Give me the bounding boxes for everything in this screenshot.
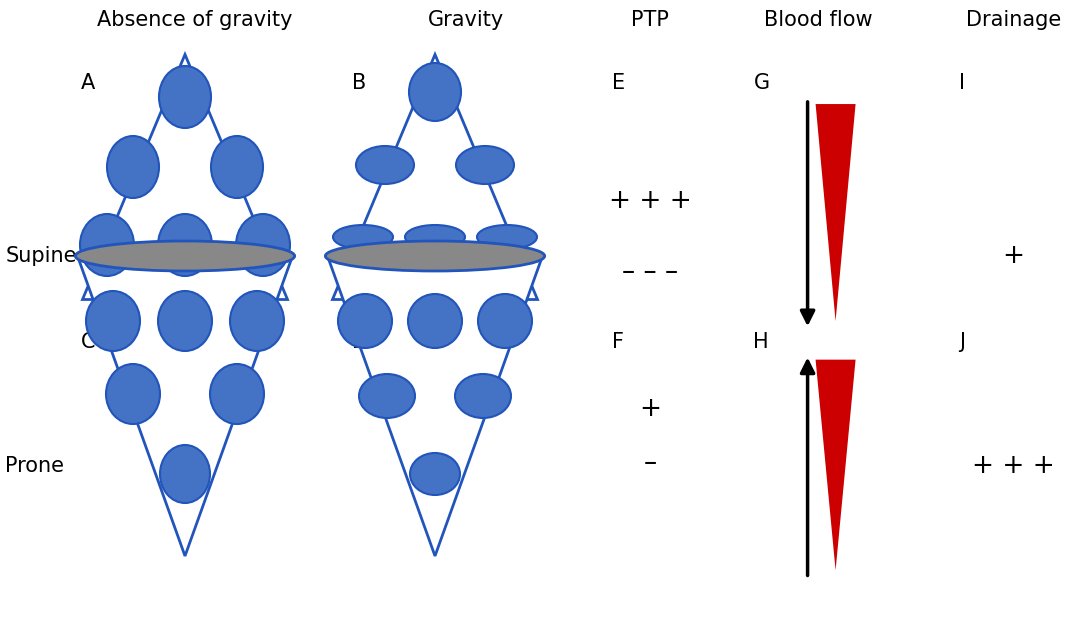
Text: Blood flow: Blood flow [764, 10, 873, 30]
Ellipse shape [478, 294, 532, 348]
Ellipse shape [158, 291, 212, 351]
Text: – – –: – – – [622, 259, 679, 284]
Text: Prone: Prone [5, 456, 64, 477]
Text: A: A [81, 73, 95, 93]
Polygon shape [327, 256, 542, 556]
Ellipse shape [409, 63, 461, 121]
Ellipse shape [405, 225, 465, 249]
Text: J: J [959, 332, 966, 352]
Ellipse shape [236, 214, 291, 276]
Text: Gravity: Gravity [428, 10, 504, 30]
Ellipse shape [356, 146, 414, 184]
Text: B: B [352, 73, 366, 93]
Ellipse shape [325, 241, 544, 271]
Text: C: C [81, 332, 95, 352]
Ellipse shape [456, 146, 514, 184]
Ellipse shape [210, 364, 264, 424]
Text: Drainage: Drainage [966, 10, 1061, 30]
Text: I: I [959, 73, 966, 93]
Text: +: + [1003, 243, 1024, 268]
Ellipse shape [410, 453, 460, 495]
Ellipse shape [107, 136, 159, 198]
Text: D: D [352, 332, 369, 352]
Text: Supine: Supine [5, 245, 77, 266]
Ellipse shape [86, 291, 140, 351]
Ellipse shape [76, 241, 295, 271]
Text: E: E [612, 73, 625, 93]
Ellipse shape [158, 214, 212, 276]
Text: +: + [640, 396, 661, 422]
Text: H: H [753, 332, 769, 352]
Ellipse shape [455, 374, 511, 418]
Polygon shape [82, 54, 287, 300]
Ellipse shape [160, 445, 210, 503]
Ellipse shape [408, 294, 462, 348]
Polygon shape [77, 256, 293, 556]
Text: Absence of gravity: Absence of gravity [98, 10, 293, 30]
Ellipse shape [106, 364, 160, 424]
Text: F: F [612, 332, 624, 352]
Text: –: – [644, 450, 657, 476]
Ellipse shape [359, 374, 415, 418]
Polygon shape [815, 104, 855, 321]
Ellipse shape [230, 291, 284, 351]
Ellipse shape [338, 294, 392, 348]
Text: + + +: + + + [609, 189, 692, 214]
Polygon shape [333, 54, 538, 300]
Text: G: G [753, 73, 770, 93]
Text: + + +: + + + [972, 454, 1055, 479]
Ellipse shape [333, 225, 393, 249]
Ellipse shape [477, 225, 537, 249]
Ellipse shape [211, 136, 263, 198]
Ellipse shape [159, 66, 211, 128]
Ellipse shape [80, 214, 134, 276]
Polygon shape [815, 360, 855, 570]
Text: PTP: PTP [632, 10, 669, 30]
